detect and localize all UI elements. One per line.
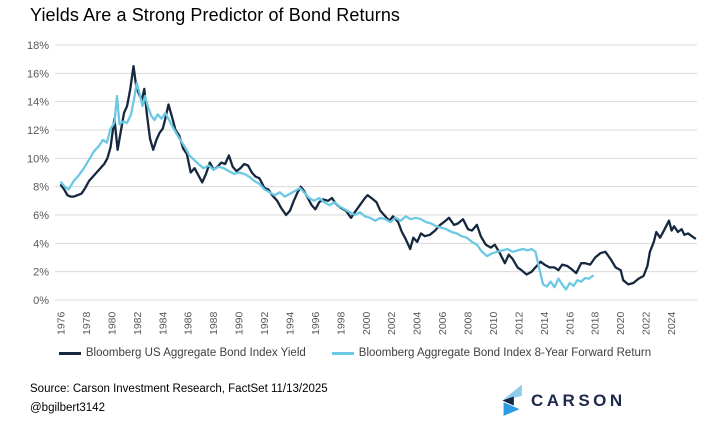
legend-item-forward-return: Bloomberg Aggregate Bond Index 8-Year Fo… xyxy=(331,347,652,359)
x-tick-label: 2020 xyxy=(615,311,627,335)
x-tick-label: 2016 xyxy=(564,311,576,335)
x-tick-label: 1994 xyxy=(284,311,296,335)
carson-chevron-icon xyxy=(502,384,522,416)
x-tick-label: 1996 xyxy=(310,311,322,335)
y-tick-label: 6% xyxy=(33,210,49,222)
x-tick-label: 1982 xyxy=(132,311,144,335)
y-tick-label: 4% xyxy=(33,238,49,250)
y-tick-label: 14% xyxy=(27,97,49,109)
legend-label-forward-return: Bloomberg Aggregate Bond Index 8-Year Fo… xyxy=(358,347,652,359)
legend-marker-forward-return xyxy=(331,351,354,355)
x-tick-label: 2014 xyxy=(539,311,551,335)
x-tick-label: 2012 xyxy=(513,311,525,335)
x-tick-label: 1980 xyxy=(106,311,118,335)
x-tick-label: 2022 xyxy=(641,311,653,335)
legend-marker-yield xyxy=(58,351,81,355)
x-tick-label: 1990 xyxy=(234,311,246,335)
y-tick-label: 8% xyxy=(33,182,49,194)
x-tick-label: 2008 xyxy=(463,311,475,335)
x-tick-label: 1984 xyxy=(157,311,169,335)
author-handle: @bgilbert3142 xyxy=(30,402,105,414)
legend: Bloomberg US Aggregate Bond Index Yield … xyxy=(0,347,710,359)
y-tick-label: 12% xyxy=(27,125,49,137)
x-tick-label: 1992 xyxy=(259,311,271,335)
chart-title: Yields Are a Strong Predictor of Bond Re… xyxy=(30,5,401,25)
y-tick-label: 16% xyxy=(27,68,49,80)
legend-item-yield: Bloomberg US Aggregate Bond Index Yield xyxy=(58,347,306,359)
x-tick-label: 1986 xyxy=(183,311,195,335)
yield-line xyxy=(59,65,697,286)
x-tick-label: 2024 xyxy=(666,311,678,335)
x-tick-label: 2006 xyxy=(437,311,449,335)
x-tick-label: 2010 xyxy=(488,311,500,335)
y-tick-label: 2% xyxy=(33,267,49,279)
forward-return-line xyxy=(59,82,594,291)
source-line: Source: Carson Investment Research, Fact… xyxy=(30,383,328,395)
x-tick-label: 2002 xyxy=(386,311,398,335)
legend-label-yield: Bloomberg US Aggregate Bond Index Yield xyxy=(85,347,306,359)
y-tick-label: 18% xyxy=(27,40,49,52)
x-tick-label: 1976 xyxy=(56,311,68,335)
y-tick-label: 0% xyxy=(33,295,49,307)
carson-logo: CARSON xyxy=(499,384,626,417)
x-tick-label: 1978 xyxy=(81,311,93,335)
x-tick-label: 1998 xyxy=(335,311,347,335)
x-tick-label: 2004 xyxy=(412,311,424,335)
x-tick-label: 1988 xyxy=(208,311,220,335)
x-tick-label: 2018 xyxy=(590,311,602,335)
y-tick-label: 10% xyxy=(27,153,49,165)
source-block: Source: Carson Investment Research, Fact… xyxy=(30,380,328,418)
x-tick-label: 2000 xyxy=(361,311,373,335)
carson-logo-text: CARSON xyxy=(531,390,626,410)
